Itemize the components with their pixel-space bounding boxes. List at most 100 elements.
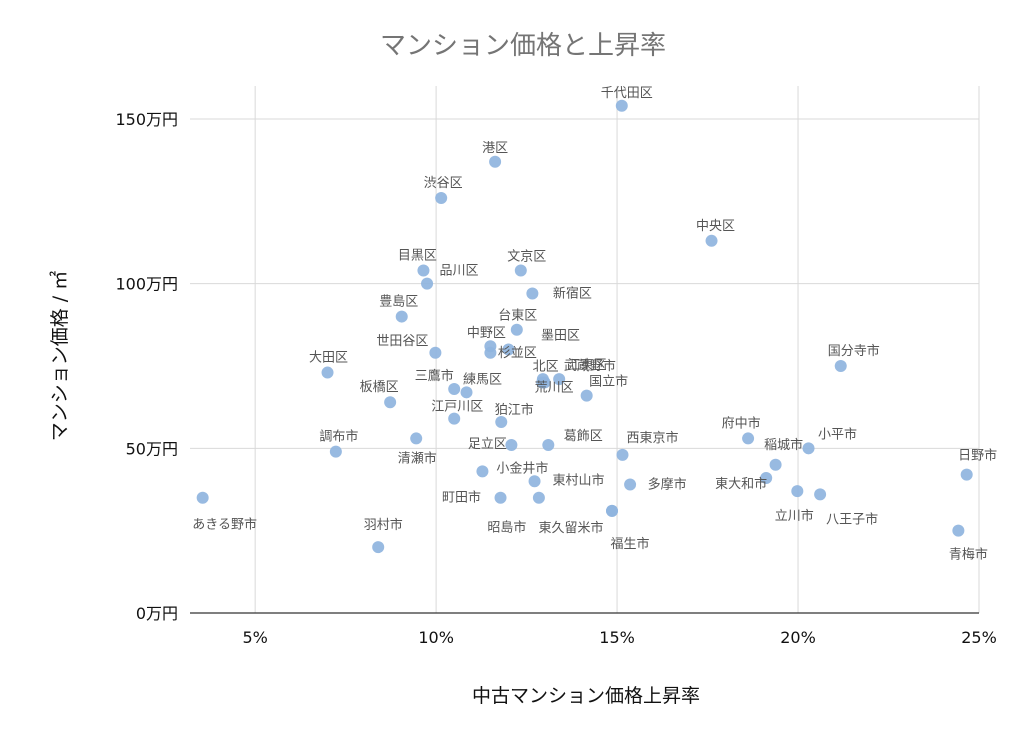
point-label: 武蔵野市: [564, 358, 616, 374]
data-point: [960, 468, 973, 481]
data-point: [417, 264, 430, 277]
data-point: [476, 465, 489, 478]
point-label: 調布市: [319, 429, 358, 445]
x-axis-ticks: 5% 10% 15% 20% 25%: [242, 628, 996, 647]
y-axis-ticks: 0万円 50万円 100万円 150万円: [115, 110, 178, 623]
point-label: 小金井市: [496, 460, 548, 476]
point-label: 三鷹市: [415, 368, 454, 384]
point-label: 東村山市: [553, 472, 605, 488]
x-tick-label: 20%: [780, 628, 816, 647]
point-label: 狛江市: [495, 402, 534, 418]
point-label: 文京区: [507, 249, 546, 264]
point-label: 新宿区: [553, 286, 592, 302]
point-label: 府中市: [722, 415, 761, 431]
point-label: 国立市: [589, 374, 628, 390]
data-point: [814, 488, 827, 501]
data-point: [615, 99, 628, 112]
data-point: [502, 343, 515, 356]
y-tick-label: 50万円: [126, 439, 178, 458]
x-axis-title: 中古マンション価格上昇率: [472, 685, 700, 707]
data-point: [705, 234, 718, 247]
data-point: [542, 439, 555, 452]
data-point: [791, 485, 804, 498]
point-label: 大田区: [309, 351, 348, 366]
point-label: 豊島区: [379, 295, 418, 310]
point-label: 荒川区: [535, 380, 574, 395]
point-label: 江戸川区: [431, 400, 483, 415]
y-tick-label: 150万円: [115, 110, 178, 129]
point-label: 台東区: [498, 308, 537, 324]
data-point: [526, 287, 539, 300]
data-point: [495, 415, 508, 428]
point-label: 多摩市: [648, 477, 687, 493]
data-point: [329, 445, 342, 458]
data-point: [460, 386, 473, 399]
data-point: [448, 412, 461, 425]
point-label: 墨田区: [541, 329, 580, 344]
data-point: [435, 191, 448, 204]
data-point: [532, 491, 545, 504]
point-label: 東久留米市: [538, 520, 603, 536]
point-label: 中野区: [467, 326, 506, 341]
point-label: 小平市: [818, 426, 857, 442]
point-label: 青梅市: [949, 547, 988, 563]
point-label: 練馬区: [463, 372, 502, 387]
data-point: [580, 389, 593, 402]
data-point: [553, 373, 566, 386]
data-points: [196, 99, 973, 554]
point-label: 足立区: [468, 437, 507, 452]
point-label: 八王子市: [826, 511, 878, 527]
data-point: [421, 277, 434, 290]
data-point: [742, 432, 755, 445]
point-label: 東大和市: [715, 476, 767, 492]
data-point: [321, 366, 334, 379]
point-label: 昭島市: [487, 520, 526, 536]
data-point: [624, 478, 637, 491]
chart-title: マンション価格と上昇率: [380, 31, 666, 61]
point-label: 立川市: [775, 508, 814, 524]
point-label: 羽村市: [364, 517, 403, 533]
data-point: [510, 323, 523, 336]
data-point: [484, 346, 497, 359]
point-label: 千代田区: [601, 86, 653, 101]
point-label: 渋谷区: [424, 176, 463, 191]
data-point: [536, 376, 549, 389]
data-point: [769, 458, 782, 471]
point-label: 中央区: [696, 219, 735, 234]
y-axis-title: マンション価格 / ㎡: [48, 271, 71, 441]
point-label: 葛飾区: [564, 429, 603, 444]
point-label: 世田谷区: [376, 334, 428, 349]
point-label: 目黒区: [398, 248, 437, 263]
data-point: [196, 491, 209, 504]
x-tick-label: 5%: [242, 628, 267, 647]
data-point: [514, 264, 527, 277]
data-point: [952, 524, 965, 537]
point-label: 杉並区: [498, 346, 537, 361]
data-point: [489, 155, 502, 168]
point-label: 清瀬市: [398, 450, 437, 466]
data-point: [616, 448, 629, 461]
point-label: 品川区: [440, 264, 479, 279]
data-point: [834, 359, 847, 372]
point-label: 福生市: [610, 536, 649, 552]
data-point: [429, 346, 442, 359]
point-label: 北区: [533, 359, 559, 374]
data-point: [606, 504, 619, 517]
point-label: 江東区: [568, 357, 607, 373]
x-tick-label: 15%: [599, 628, 635, 647]
data-point: [528, 475, 541, 488]
point-label: あきる野市: [192, 517, 257, 533]
point-label: 国分寺市: [828, 343, 880, 359]
x-tick-label: 10%: [418, 628, 454, 647]
data-point: [505, 439, 518, 452]
data-point: [802, 442, 815, 455]
data-point: [494, 491, 507, 504]
data-point: [372, 541, 385, 554]
point-label: 西東京市: [626, 430, 678, 446]
y-tick-label: 0万円: [136, 604, 178, 623]
data-point: [410, 432, 423, 445]
point-label: 稲城市: [764, 437, 803, 453]
point-label: 板橋区: [360, 380, 399, 395]
